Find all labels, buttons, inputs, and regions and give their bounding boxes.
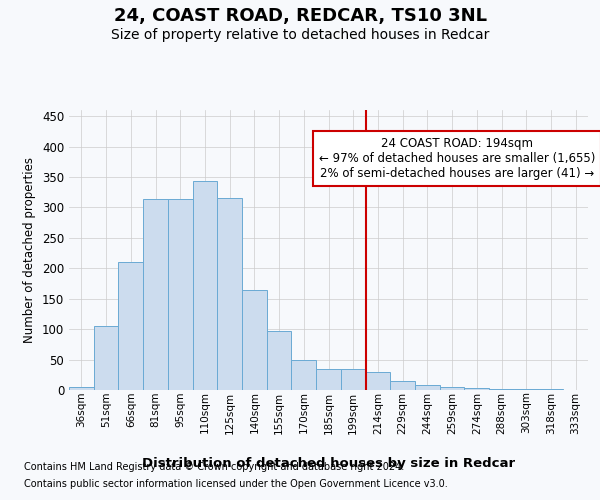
Bar [242,290,267,390]
Bar [69,387,94,390]
Text: 24, COAST ROAD, REDCAR, TS10 3NL: 24, COAST ROAD, REDCAR, TS10 3NL [113,8,487,26]
Bar [94,326,118,390]
Bar [390,381,415,390]
Text: 24 COAST ROAD: 194sqm
← 97% of detached houses are smaller (1,655)
2% of semi-de: 24 COAST ROAD: 194sqm ← 97% of detached … [319,138,595,180]
Bar [168,200,193,390]
Bar [440,387,464,390]
Text: Size of property relative to detached houses in Redcar: Size of property relative to detached ho… [111,28,489,42]
Bar [415,385,440,390]
Bar [118,262,143,390]
Bar [217,198,242,390]
Bar [292,360,316,390]
Bar [464,388,489,390]
Y-axis label: Number of detached properties: Number of detached properties [23,157,37,343]
Bar [267,331,292,390]
Text: Contains HM Land Registry data © Crown copyright and database right 2024.: Contains HM Land Registry data © Crown c… [24,462,404,472]
Bar [341,368,365,390]
Text: Contains public sector information licensed under the Open Government Licence v3: Contains public sector information licen… [24,479,448,489]
Bar [365,372,390,390]
Bar [193,181,217,390]
Bar [316,368,341,390]
Text: Distribution of detached houses by size in Redcar: Distribution of detached houses by size … [142,458,515,470]
Bar [143,200,168,390]
